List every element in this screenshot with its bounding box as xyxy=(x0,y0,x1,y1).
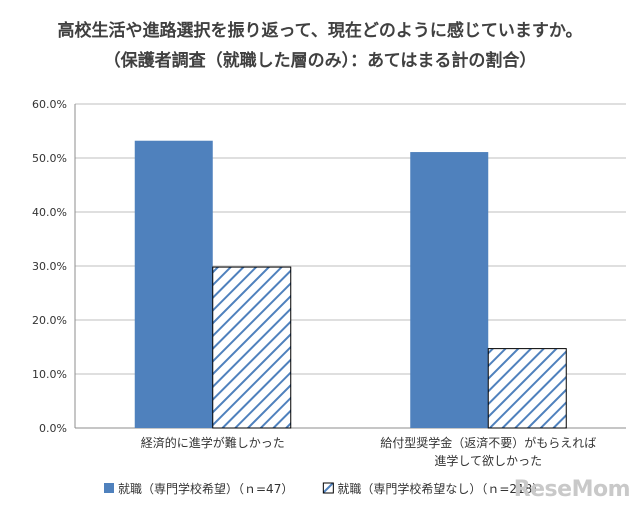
y-tick-label: 0.0% xyxy=(39,422,67,435)
y-tick-label: 40.0% xyxy=(32,206,67,219)
chart-title: 高校生活や進路選択を振り返って、現在どのように感じていますか。 xyxy=(57,21,583,41)
legend-swatch xyxy=(104,483,114,493)
bar-vocational xyxy=(134,140,213,428)
bar-vocational xyxy=(410,152,489,428)
legend-swatch xyxy=(322,482,334,494)
watermark-logo: ReseMom xyxy=(513,477,631,502)
legend-label: 就職（専門学校希望なし）（ｎ=218） xyxy=(337,481,544,496)
y-tick-label: 20.0% xyxy=(32,314,67,327)
category-label: 進学して欲しかった xyxy=(434,453,542,468)
y-tick-label: 10.0% xyxy=(32,368,67,381)
y-tick-label: 30.0% xyxy=(32,260,67,273)
y-tick-label: 60.0% xyxy=(32,98,67,111)
category-label: 給付型奨学金（返済不要）がもらえれば xyxy=(380,435,596,450)
y-tick-label: 50.0% xyxy=(32,152,67,165)
bar-no-vocational xyxy=(212,266,292,429)
chart-subtitle: （保護者調査（就職した層のみ）：あてはまる計の割合） xyxy=(103,51,537,71)
category-label: 経済的に進学が難しかった xyxy=(141,435,285,450)
bar-no-vocational xyxy=(487,348,567,429)
legend-label: 就職（専門学校希望）（ｎ=47） xyxy=(118,481,293,496)
